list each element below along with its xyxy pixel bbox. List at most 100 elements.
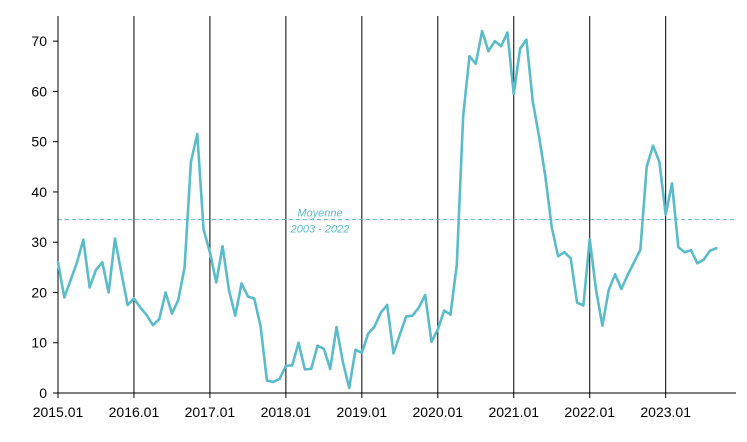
average-label-line2: 2003 - 2022 (290, 224, 350, 236)
y-tick-label-20: 20 (31, 284, 47, 300)
data-point-42 (322, 347, 326, 350)
data-point-20 (183, 266, 186, 269)
data-point-72 (512, 92, 515, 96)
data-point-67 (480, 29, 484, 33)
data-point-13 (139, 306, 142, 309)
data-point-6 (94, 268, 98, 272)
data-point-56 (411, 314, 414, 317)
y-tick-label-0: 0 (39, 385, 47, 401)
vertical-grid (133, 16, 667, 393)
data-point-17 (164, 291, 167, 294)
data-point-69 (493, 39, 496, 43)
data-point-14 (145, 313, 148, 317)
data-point-88 (613, 273, 617, 276)
data-point-100 (689, 249, 693, 252)
data-point-39 (303, 368, 307, 371)
data-point-98 (677, 246, 680, 249)
data-point-83 (582, 304, 585, 307)
data-point-18 (170, 312, 174, 315)
x-tick-label-2023.01: 2023.01 (640, 404, 691, 420)
data-point-77 (544, 175, 547, 179)
data-point-95 (658, 160, 661, 163)
data-point-4 (82, 238, 85, 241)
data-point-63 (455, 263, 458, 267)
data-point-78 (550, 225, 553, 229)
data-point-32 (259, 324, 262, 328)
data-point-59 (430, 340, 433, 343)
data-point-81 (569, 257, 572, 260)
data-point-43 (328, 367, 332, 371)
data-point-35 (278, 377, 281, 381)
y-tick-label-30: 30 (31, 234, 47, 250)
data-point-45 (341, 360, 345, 364)
axes: 2015.01 2016.01 2017.01 2018.01 2019.01 2020.… (31, 16, 736, 420)
data-point-10 (120, 271, 123, 274)
data-point-62 (449, 313, 452, 316)
data-point-92 (639, 248, 642, 251)
x-tick-label-2018.01: 2018.01 (261, 404, 312, 420)
data-point-9 (113, 237, 117, 240)
data-point-12 (132, 297, 136, 300)
data-point-91 (632, 261, 636, 264)
data-point-23 (202, 228, 205, 231)
x-tick-label-2019.01: 2019.01 (337, 404, 388, 420)
data-point-5 (88, 286, 91, 289)
data-point-36 (284, 364, 288, 368)
y-tick-label-60: 60 (31, 83, 47, 99)
data-point-64 (461, 115, 465, 118)
data-point-58 (423, 293, 427, 297)
data-point-65 (468, 55, 471, 58)
data-point-80 (563, 251, 566, 254)
x-tick-label-2017.01: 2017.01 (185, 404, 236, 420)
data-point-52 (385, 303, 389, 307)
data-point-89 (620, 287, 623, 291)
data-point-55 (404, 315, 408, 318)
data-point-57 (417, 306, 421, 309)
data-point-93 (645, 165, 648, 168)
data-point-24 (208, 251, 212, 254)
x-tick-label-2020.01: 2020.01 (412, 404, 463, 420)
data-point-48 (360, 351, 364, 354)
x-tick-label-2016.01: 2016.01 (109, 404, 160, 420)
data-point-15 (151, 323, 155, 327)
data-point-99 (683, 251, 686, 254)
data-point-0 (56, 261, 60, 264)
data-point-19 (177, 298, 180, 302)
data-point-49 (366, 332, 370, 335)
y-tick-label-50: 50 (31, 134, 47, 150)
data-point-22 (196, 132, 199, 136)
average-label-line1: Moyenne (297, 208, 342, 220)
data-point-7 (101, 261, 104, 264)
data-point-60 (436, 328, 439, 331)
data-point-94 (651, 144, 655, 147)
x-tick-label-2022.01: 2022.01 (564, 404, 615, 420)
data-point-86 (601, 324, 604, 327)
data-point-79 (556, 255, 560, 258)
reference-line-group: Moyenne 2003 - 2022 (58, 208, 736, 236)
data-point-53 (392, 352, 395, 355)
data-point-31 (253, 297, 256, 300)
data-point-102 (702, 258, 705, 261)
x-tick-label-2015.01: 2015.01 (33, 404, 84, 420)
data-point-101 (696, 262, 699, 265)
data-point-46 (347, 386, 351, 390)
data-point-54 (398, 333, 402, 336)
data-point-85 (594, 288, 598, 292)
y-tick-label-40: 40 (31, 184, 47, 200)
data-point-97 (670, 182, 674, 185)
data-point-2 (69, 278, 72, 282)
data-point-104 (715, 247, 718, 250)
data-point-76 (537, 135, 541, 138)
data-point-26 (221, 245, 224, 248)
y-tick-label-70: 70 (31, 33, 47, 49)
data-point-96 (664, 213, 667, 216)
data-point-3 (75, 261, 79, 264)
series-group (56, 29, 718, 390)
series-line-0 (56, 29, 718, 390)
data-point-28 (234, 314, 237, 317)
data-point-51 (379, 311, 383, 314)
data-point-71 (506, 31, 509, 34)
data-point-82 (575, 301, 579, 304)
